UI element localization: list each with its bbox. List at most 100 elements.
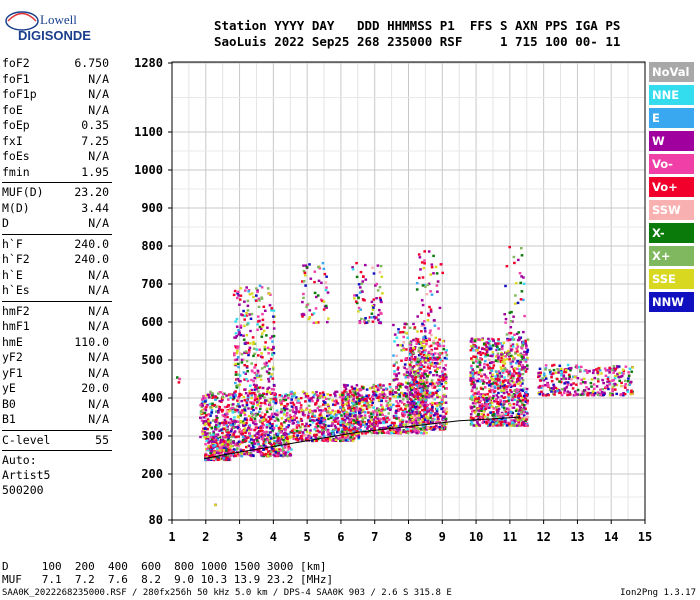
echo-point (487, 397, 490, 400)
echo-point (481, 382, 485, 385)
echo-point (478, 351, 481, 355)
echo-point (368, 414, 371, 418)
echo-point (423, 405, 426, 408)
echo-point (279, 431, 282, 434)
echo-point (501, 405, 504, 409)
echo-point (414, 417, 418, 420)
echo-point (249, 329, 252, 333)
echo-point (305, 407, 309, 410)
echo-point (243, 351, 246, 355)
echo-point (401, 414, 405, 417)
echo-point (245, 377, 248, 381)
echo-point (608, 394, 612, 397)
echo-point (286, 454, 289, 458)
echo-point (266, 346, 270, 349)
echo-point (403, 326, 406, 329)
echo-point (423, 426, 426, 429)
echo-point (215, 447, 219, 450)
echo-point (202, 420, 206, 423)
echo-point (426, 410, 429, 413)
echo-point (267, 348, 271, 351)
echo-point (249, 401, 252, 404)
param-value: 23.20 (74, 185, 109, 199)
echo-point (274, 402, 277, 405)
echo-point (501, 424, 504, 427)
echo-point (285, 404, 288, 408)
echo-point (500, 359, 503, 362)
echo-point (351, 424, 354, 427)
echo-point (509, 338, 512, 341)
echo-point (392, 414, 396, 418)
echo-point (221, 414, 225, 417)
echo-point (624, 386, 627, 389)
echo-point (422, 417, 426, 420)
echo-point (337, 409, 340, 413)
echo-point (626, 380, 630, 383)
echo-point (471, 402, 475, 405)
echo-point (494, 382, 498, 385)
echo-point (299, 429, 302, 433)
echo-point (249, 384, 252, 387)
echo-point (421, 350, 424, 354)
echo-point (415, 380, 418, 383)
echo-point (416, 338, 419, 341)
echo-point (539, 379, 542, 382)
echo-point (519, 360, 523, 364)
echo-point (359, 408, 363, 412)
echo-point (400, 391, 404, 395)
echo-point (552, 387, 555, 390)
x-tick-label: 5 (304, 530, 311, 544)
echo-point (263, 413, 267, 416)
echo-point (489, 411, 492, 414)
echo-point (240, 358, 244, 361)
echo-point (352, 390, 355, 393)
echo-point (414, 376, 417, 379)
echo-point (424, 337, 428, 340)
echo-point (300, 437, 304, 441)
echo-point (470, 357, 473, 360)
echo-point (240, 452, 243, 455)
echo-point (316, 425, 320, 428)
echo-point (233, 455, 236, 458)
echo-point (409, 348, 412, 351)
echo-point (410, 355, 414, 358)
echo-point (444, 351, 448, 354)
echo-point (445, 387, 448, 390)
x-tick-label: 13 (570, 530, 584, 544)
echo-point (372, 387, 376, 390)
echo-point (263, 401, 266, 404)
echo-point (630, 370, 633, 373)
echo-point (508, 384, 512, 387)
echo-point (268, 422, 272, 425)
lowell-logo: Lowell DIGISONDE (4, 6, 104, 46)
echo-point (436, 415, 440, 418)
echo-point (469, 416, 473, 419)
echo-point (359, 388, 363, 391)
echo-point (442, 401, 446, 404)
echo-point (264, 341, 267, 344)
echo-point (301, 423, 304, 426)
echo-point (405, 374, 409, 378)
echo-point (255, 401, 259, 404)
echo-point (498, 386, 501, 389)
echo-point (396, 428, 400, 431)
echo-point (401, 412, 404, 415)
echo-point (245, 436, 248, 439)
echo-point (306, 302, 310, 306)
echo-point (552, 363, 556, 367)
echo-point (409, 365, 412, 368)
echo-point (235, 317, 239, 321)
echo-point (413, 327, 416, 330)
echo-point (279, 411, 283, 414)
echo-point (320, 281, 323, 284)
echo-point (292, 393, 296, 396)
echo-point (429, 310, 433, 313)
echo-point (227, 440, 230, 443)
echo-point (436, 341, 440, 344)
echo-point (522, 423, 525, 426)
echo-point (227, 398, 230, 401)
echo-point (308, 435, 311, 438)
echo-point (415, 282, 419, 285)
echo-point (291, 429, 294, 432)
echo-point (360, 282, 364, 285)
